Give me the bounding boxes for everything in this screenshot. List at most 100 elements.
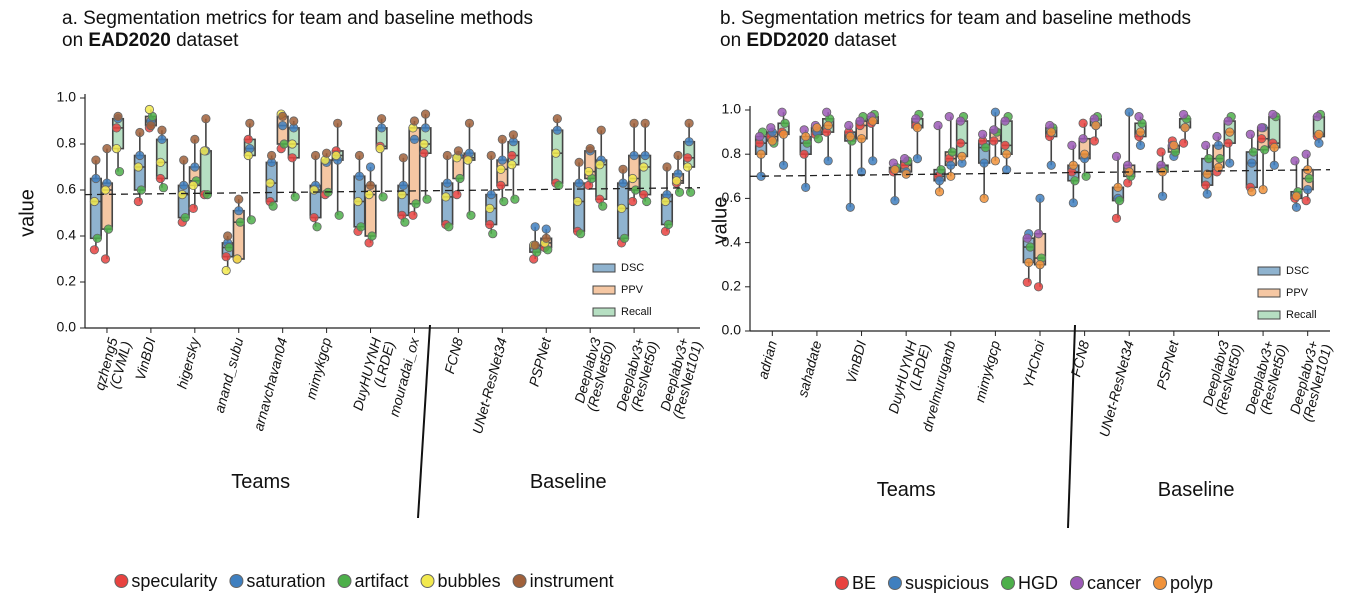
x-tick-label: YHChoi bbox=[1020, 338, 1048, 390]
class-marker bbox=[1153, 576, 1168, 590]
class-point bbox=[1204, 154, 1214, 164]
class-point bbox=[419, 139, 429, 149]
class-point bbox=[486, 150, 496, 161]
legend-swatch bbox=[1257, 266, 1281, 276]
class-point bbox=[179, 180, 189, 190]
class-point bbox=[234, 194, 244, 204]
class-point bbox=[684, 137, 694, 147]
class-point bbox=[1202, 189, 1212, 199]
class-point bbox=[812, 123, 822, 133]
class-point bbox=[990, 107, 1000, 117]
x-tick-label: Deeplabv3+(ResNet50) bbox=[1242, 339, 1290, 419]
class-point bbox=[890, 196, 900, 206]
class-point bbox=[1067, 140, 1077, 150]
x-tick-label: mimykgcp bbox=[302, 336, 334, 401]
class-point bbox=[510, 194, 520, 204]
class-point bbox=[243, 150, 253, 161]
class-point bbox=[1269, 160, 1279, 170]
class-point bbox=[684, 118, 694, 128]
title-prefix: on bbox=[720, 30, 741, 51]
class-point bbox=[1258, 184, 1268, 195]
class-point bbox=[245, 118, 255, 128]
x-tick-label: Deeplabv3+(ResNet101) bbox=[1285, 339, 1335, 423]
chart-title: a. Segmentation metrics for team and bas… bbox=[62, 8, 533, 29]
x-tick-label-line: VinBDI bbox=[132, 336, 159, 382]
class-point bbox=[1202, 169, 1212, 179]
class-point bbox=[1212, 131, 1222, 142]
class-point bbox=[190, 162, 200, 172]
class-point bbox=[844, 120, 854, 131]
class-point bbox=[1178, 109, 1189, 120]
class-point bbox=[422, 194, 432, 204]
class-point bbox=[1035, 260, 1045, 270]
class-point bbox=[1078, 134, 1088, 144]
class-point bbox=[1113, 182, 1123, 192]
legend-swatch bbox=[592, 285, 616, 295]
y-axis-label: value bbox=[710, 197, 732, 245]
class-point bbox=[868, 156, 878, 166]
class-point bbox=[1046, 127, 1056, 137]
class-point bbox=[89, 245, 99, 255]
class-point bbox=[507, 160, 517, 170]
y-axis-label: value bbox=[17, 189, 39, 237]
class-marker bbox=[337, 574, 352, 588]
x-tick-label: Deeplabv3+(ResNet50) bbox=[613, 336, 661, 416]
class-point bbox=[199, 146, 209, 156]
class-point bbox=[911, 114, 921, 124]
class-point bbox=[444, 222, 454, 232]
class-point bbox=[801, 182, 811, 192]
class-point bbox=[310, 150, 321, 161]
class-marker bbox=[420, 574, 435, 588]
class-point bbox=[378, 192, 388, 202]
class-point bbox=[1080, 149, 1090, 159]
class-point bbox=[497, 134, 507, 144]
class-point bbox=[1033, 282, 1044, 292]
class-point bbox=[823, 156, 833, 166]
class-point bbox=[157, 134, 167, 144]
group-label: Baseline bbox=[1158, 479, 1235, 501]
class-point bbox=[102, 144, 112, 154]
class-marker bbox=[1070, 576, 1084, 590]
legend-label: DSC bbox=[1286, 265, 1309, 277]
class-point bbox=[146, 121, 156, 131]
class-point bbox=[135, 150, 145, 161]
class-point bbox=[573, 196, 583, 207]
class-point bbox=[453, 146, 463, 156]
class-marker bbox=[834, 576, 849, 590]
y-tick-label: 0.6 bbox=[722, 189, 742, 205]
class-point bbox=[441, 192, 451, 202]
x-tick-label-line: anand_subu bbox=[211, 336, 246, 415]
class-point bbox=[333, 118, 343, 128]
class-point bbox=[618, 164, 628, 174]
class-point bbox=[485, 203, 495, 213]
class-point bbox=[235, 217, 245, 227]
class-point bbox=[309, 213, 319, 223]
class-point bbox=[686, 187, 696, 197]
class-point bbox=[628, 173, 638, 184]
class-point bbox=[576, 229, 586, 239]
class-point bbox=[1269, 142, 1279, 153]
x-tick-label-line: UNet-ResNet34 bbox=[469, 336, 510, 436]
class-point bbox=[91, 155, 101, 165]
class-point bbox=[322, 148, 332, 158]
reference-line bbox=[84, 187, 701, 196]
class-point bbox=[1078, 118, 1088, 128]
class-point bbox=[398, 153, 408, 163]
class-point bbox=[1201, 140, 1211, 150]
class-point bbox=[1068, 198, 1078, 208]
x-tick-label: sahadate bbox=[794, 339, 824, 399]
class-point bbox=[265, 178, 275, 188]
class-legend: BE suspicious HGD cancer polyp bbox=[834, 573, 1213, 593]
class-point bbox=[398, 180, 408, 190]
class-point bbox=[629, 150, 639, 161]
class-point bbox=[1223, 116, 1233, 126]
class-point bbox=[660, 196, 671, 207]
class-point bbox=[934, 176, 945, 186]
reference-line bbox=[749, 169, 1331, 177]
group-label: Teams bbox=[877, 479, 936, 501]
y-tick-label: 1.0 bbox=[57, 89, 77, 105]
class-point bbox=[353, 196, 363, 207]
class-point bbox=[188, 203, 198, 213]
class-point bbox=[955, 116, 966, 126]
class-point bbox=[979, 193, 989, 203]
